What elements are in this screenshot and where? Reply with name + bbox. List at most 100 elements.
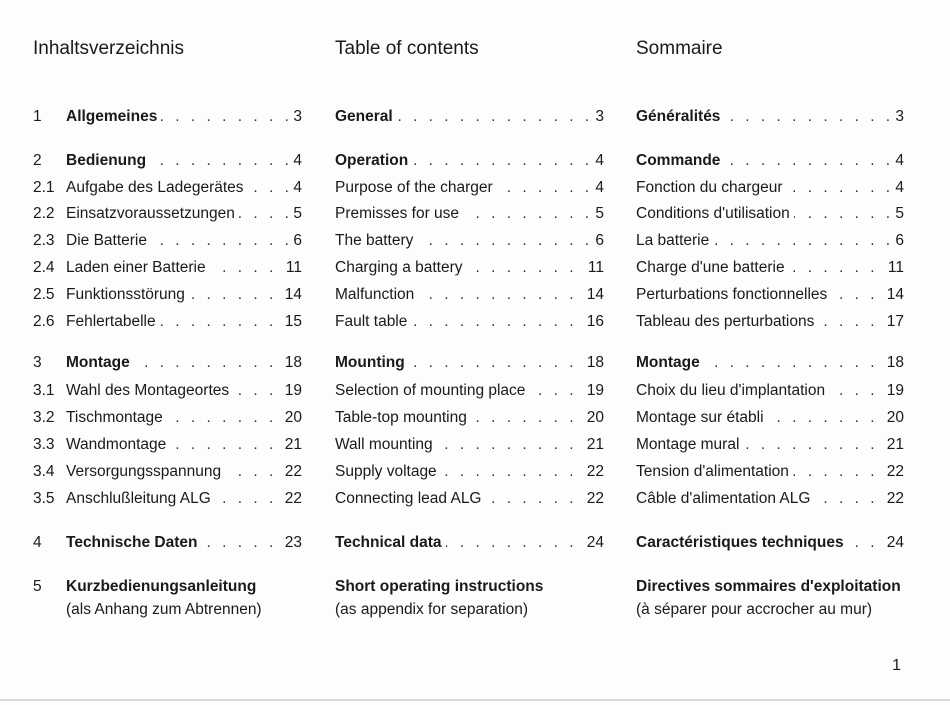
entry-number: 2	[33, 152, 42, 169]
entry-title: Aufgabe des Ladegerätes	[66, 177, 248, 199]
entry-page: 16	[582, 311, 604, 333]
entry-page: 21	[582, 434, 604, 456]
entry-title: Kurzbedienungsanleitung	[66, 578, 257, 595]
toc-entry: . . . . . . . . . . . . . . . . . . . . …	[0, 461, 950, 483]
entry-page: 18	[882, 352, 904, 374]
entry-title: Directives sommaires d'exploitation	[636, 578, 901, 595]
entry-title: Tischmontage	[66, 407, 167, 429]
entry-page: 3	[891, 106, 904, 128]
entry-subtitle: (as appendix for separation)	[335, 601, 529, 618]
toc-entry: 3.1. . . . . . . . . . . . . . . . . . .…	[0, 380, 950, 402]
entry-page: 5	[591, 203, 604, 225]
entry-page: 4	[289, 150, 302, 172]
entry-page: 22	[582, 461, 604, 483]
entry-number: 2.4	[33, 259, 55, 276]
short-instructions-entry: Short operating instructions (as appendix…	[335, 575, 543, 621]
entry-page: 18	[582, 352, 604, 374]
toc-entry: . . . . . . . . . . . . . . . . . . . . …	[0, 150, 950, 172]
entry-title: Caractéristiques techniques	[636, 532, 848, 554]
entry-title: Tension d'alimentation	[636, 461, 793, 483]
toc-entry: . . . . . . . . . . . . . . . . . . . . …	[0, 230, 950, 252]
entry-title: Connecting lead ALG	[335, 488, 486, 510]
entry-title: Einsatzvoraussetzungen	[66, 203, 239, 225]
entry-page: 6	[289, 230, 302, 252]
entry-title: Montage	[66, 352, 134, 374]
entry-title: The battery	[335, 230, 418, 252]
entry-title: Anschlußleitung ALG	[66, 488, 215, 510]
entry-page: 19	[882, 380, 904, 402]
entry-page: 20	[882, 407, 904, 429]
toc-entry: 2.4. . . . . . . . . . . . . . . . . . .…	[0, 257, 950, 279]
entry-page: 17	[882, 311, 904, 333]
entry-title: General	[335, 106, 397, 128]
entry-page: 5	[289, 203, 302, 225]
toc-entry: . . . . . . . . . . . . . . . . . . . . …	[0, 284, 950, 306]
entry-title: Tableau des perturbations	[636, 311, 819, 333]
toc-entry: . . . . . . . . . . . . . . . . . . . . …	[0, 488, 950, 510]
entry-number: 2.2	[33, 205, 55, 222]
entry-page: 3	[591, 106, 604, 128]
entry-page: 22	[882, 461, 904, 483]
short-instructions-entry: Kurzbedienungsanleitung (als Anhang zum A…	[66, 575, 262, 621]
entry-page: 3	[289, 106, 302, 128]
entry-title: Wandmontage	[66, 434, 171, 456]
toc-entry: 3.2. . . . . . . . . . . . . . . . . . .…	[0, 407, 950, 429]
toc-entry: . . . . . . . . . . . . . . . . . . . . …	[0, 407, 950, 429]
entry-title: Fault table	[335, 311, 412, 333]
entry-number: 3.4	[33, 463, 55, 480]
entry-subtitle: (als Anhang zum Abtrennen)	[66, 601, 262, 618]
entry-title: Short operating instructions	[335, 578, 544, 595]
entry-title: Allgemeines	[66, 106, 162, 128]
entry-title: Funktionsstörung	[66, 284, 189, 306]
entry-page: 19	[280, 380, 302, 402]
toc-entry: . . . . . . . . . . . . . . . . . . . . …	[0, 380, 950, 402]
entry-page: 22	[582, 488, 604, 510]
entry-title: Operation	[335, 150, 413, 172]
entry-title: Mounting	[335, 352, 409, 374]
entry-title: Laden einer Batterie	[66, 257, 210, 279]
entry-title: Conditions d'utilisation	[636, 203, 794, 225]
toc-entry: 2.5. . . . . . . . . . . . . . . . . . .…	[0, 284, 950, 306]
entry-page: 14	[882, 284, 904, 306]
entry-title: Généralités	[636, 106, 725, 128]
entry-title: Commande	[636, 150, 725, 172]
entry-number: 5	[33, 578, 42, 595]
entry-title: Montage sur établi	[636, 407, 768, 429]
entry-title: Charge d'une batterie	[636, 257, 789, 279]
toc-entry: 2.2. . . . . . . . . . . . . . . . . . .…	[0, 203, 950, 225]
entry-page: 20	[582, 407, 604, 429]
entry-page: 4	[289, 177, 302, 199]
toc-entry: . . . . . . . . . . . . . . . . . . . . …	[0, 177, 950, 199]
entry-page: 4	[891, 177, 904, 199]
toc-entry: 3. . . . . . . . . . . . . . . . . . . .…	[0, 352, 950, 374]
entry-number: 2.5	[33, 286, 55, 303]
entry-number: 1	[33, 108, 42, 125]
toc-entry: 1 . . . . . . . . . . . . . . . . . . . .…	[0, 106, 950, 128]
entry-page: 21	[882, 434, 904, 456]
entry-number: 2.1	[33, 179, 55, 196]
entry-page: 4	[591, 150, 604, 172]
entry-page: 11	[583, 257, 604, 279]
toc-entry: . . . . . . . . . . . . . . . . . . . . …	[0, 203, 950, 225]
toc-entry: 2.6. . . . . . . . . . . . . . . . . . .…	[0, 311, 950, 333]
toc-entry: . . . . . . . . . . . . . . . . . . . . …	[0, 150, 950, 172]
entry-page: 19	[582, 380, 604, 402]
entry-number: 2.6	[33, 313, 55, 330]
entry-number: 2.3	[33, 232, 55, 249]
toc-entry: 3.5. . . . . . . . . . . . . . . . . . .…	[0, 488, 950, 510]
entry-title: Supply voltage	[335, 461, 441, 483]
toc-entry: . . . . . . . . . . . . . . . . . . . . …	[0, 311, 950, 333]
entry-page: 14	[280, 284, 302, 306]
entry-page: 22	[280, 488, 302, 510]
entry-title: Purpose of the charger	[335, 177, 497, 199]
entry-title: Technical data	[335, 532, 446, 554]
toc-entry: . . . . . . . . . . . . . . . . . . . . …	[0, 257, 950, 279]
entry-page: 22	[882, 488, 904, 510]
entry-title: Fehlertabelle	[66, 311, 160, 333]
entry-title: Premisses for use	[335, 203, 464, 225]
entry-number: 3.5	[33, 490, 55, 507]
entry-page: 6	[891, 230, 904, 252]
entry-title: Montage	[636, 352, 704, 374]
entry-title: Die Batterie	[66, 230, 151, 252]
entry-title: Fonction du chargeur	[636, 177, 787, 199]
